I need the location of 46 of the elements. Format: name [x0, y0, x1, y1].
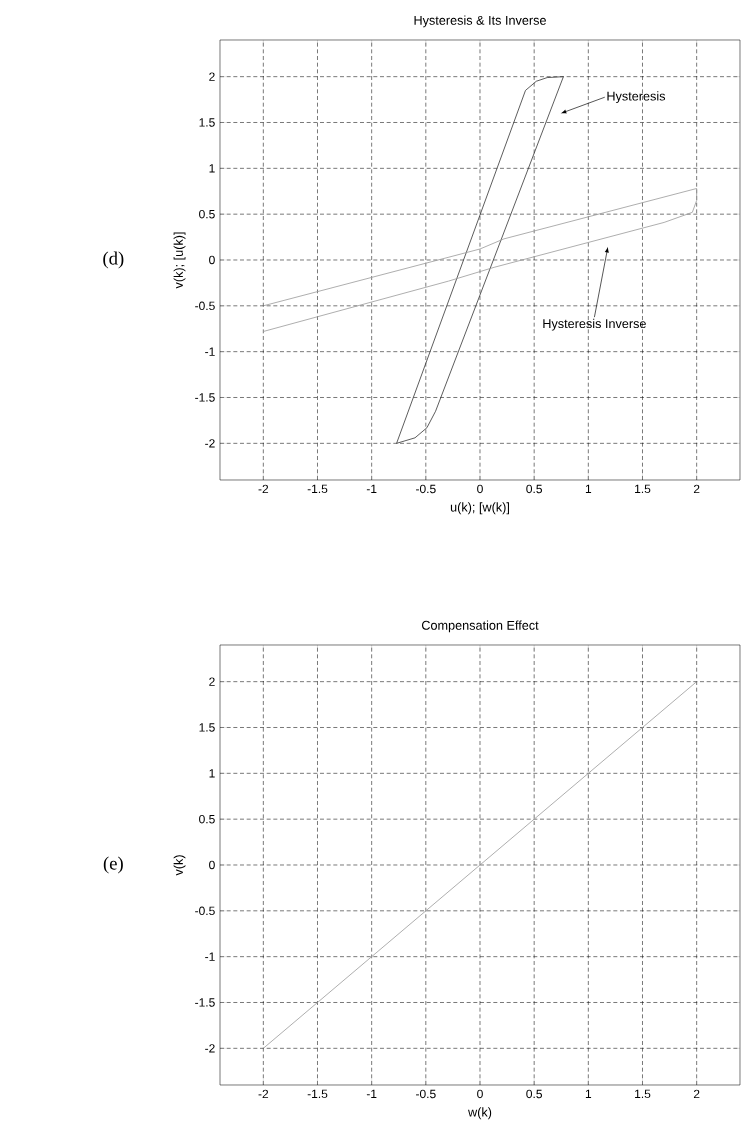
y-tick-label: -1.5	[195, 998, 215, 1007]
y-tick-label: 1.5	[199, 723, 215, 732]
y-tick-label: -1	[205, 952, 215, 961]
x-tick-label: 0	[477, 1089, 483, 1099]
x-tick-label: -1	[366, 1089, 377, 1098]
y-tick-label: -1	[205, 347, 215, 356]
text: (d)	[103, 251, 124, 269]
y-tick-label: 0.5	[199, 209, 215, 219]
y-tick-label: 1	[209, 164, 215, 173]
x-tick-label: 2	[693, 1089, 700, 1099]
text: (e)	[103, 856, 123, 874]
y-tick-label: 0	[209, 255, 215, 265]
x-tick-label: 1	[585, 1089, 592, 1098]
x-tick-label: -2	[258, 484, 269, 494]
annotation: Hysteresis	[607, 91, 666, 104]
y-tick-label: 2	[209, 677, 215, 686]
y-tick-label: 1	[209, 769, 215, 778]
x-tick-label: 1.5	[635, 484, 651, 494]
x-tick-label: 2	[693, 484, 700, 494]
x-tick-label: 1	[585, 484, 592, 493]
y-tick-label: 0	[209, 860, 215, 870]
x-tick-label: -1.5	[307, 484, 328, 494]
x-tick-label: -1.5	[307, 1089, 328, 1099]
y-tick-label: -0.5	[195, 301, 215, 311]
y-tick-label: 2	[209, 72, 215, 81]
chart-title: Compensation Effect	[421, 620, 539, 633]
y-axis-title: v(k); [u(k)]	[173, 232, 186, 289]
y-tick-label: -1.5	[195, 393, 215, 402]
y-tick-label: 0.5	[199, 814, 215, 824]
x-tick-label: 0.5	[526, 484, 542, 494]
x-tick-label: 0.5	[526, 1089, 542, 1099]
x-tick-label: -2	[258, 1089, 269, 1099]
x-tick-label: -1	[366, 484, 377, 493]
x-tick-label: 0	[477, 484, 483, 494]
x-axis-title: w(k)	[468, 1107, 492, 1120]
annotation: Hysteresis Inverse	[543, 318, 646, 331]
y-tick-label: -0.5	[195, 906, 215, 916]
chart-title: Hysteresis & Its Inverse	[414, 15, 546, 28]
x-tick-label: -0.5	[416, 484, 436, 494]
y-tick-label: -2	[205, 1044, 215, 1053]
x-axis-title: u(k); [w(k)]	[450, 502, 509, 515]
y-tick-label: -2	[205, 439, 215, 448]
x-tick-label: 1.5	[635, 1089, 651, 1099]
x-tick-label: -0.5	[416, 1089, 436, 1099]
y-tick-label: 1.5	[199, 118, 215, 127]
y-axis-title: v(k)	[173, 855, 186, 876]
